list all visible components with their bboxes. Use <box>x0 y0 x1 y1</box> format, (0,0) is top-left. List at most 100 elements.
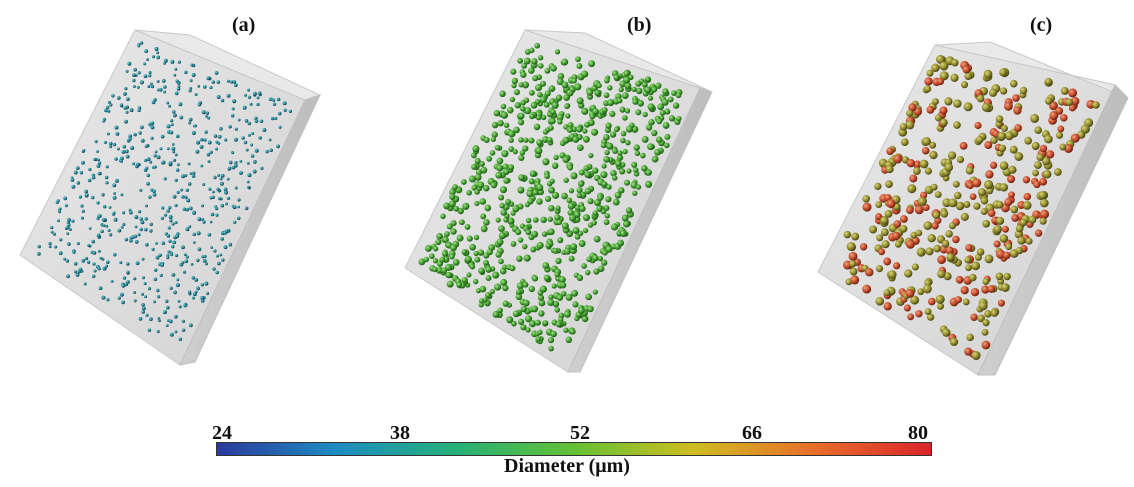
particle <box>1070 133 1080 143</box>
particle <box>262 128 267 133</box>
particle <box>1011 214 1019 222</box>
particle <box>192 171 196 175</box>
particle <box>926 69 934 77</box>
particle <box>163 177 167 181</box>
particle <box>1014 124 1022 132</box>
particle <box>567 209 574 216</box>
particle <box>1019 218 1028 227</box>
panel-a-label: (a) <box>232 14 256 36</box>
particle <box>641 135 649 143</box>
particle <box>603 155 611 163</box>
particle <box>949 337 959 347</box>
particle <box>99 256 103 260</box>
particle <box>1003 251 1011 260</box>
particle <box>502 264 508 270</box>
particle <box>233 205 237 209</box>
particle <box>270 116 275 121</box>
particle <box>181 261 185 265</box>
particle <box>993 224 1002 234</box>
particle <box>105 105 110 110</box>
particle <box>941 239 950 248</box>
particle <box>928 297 936 306</box>
particle <box>916 247 926 257</box>
particle <box>632 190 638 196</box>
particle <box>485 275 492 282</box>
particle <box>172 150 176 154</box>
particle <box>174 314 178 319</box>
particle <box>623 220 631 228</box>
particle <box>929 150 938 160</box>
particle <box>228 124 232 129</box>
particle <box>139 227 143 232</box>
particle <box>999 87 1008 95</box>
particle <box>534 84 543 92</box>
particle <box>624 108 631 114</box>
particle <box>475 169 483 176</box>
particle <box>188 206 193 211</box>
particle <box>671 90 677 96</box>
particle <box>258 136 262 140</box>
particle <box>152 192 157 197</box>
particle <box>1004 198 1013 207</box>
particle <box>477 181 485 189</box>
particle <box>905 239 915 249</box>
particle <box>197 247 202 252</box>
particle <box>1055 131 1064 139</box>
particle <box>1008 191 1015 199</box>
particle <box>122 144 127 149</box>
particle <box>934 114 942 122</box>
particle <box>172 194 177 199</box>
volume-box-c <box>817 41 1129 376</box>
particle <box>133 234 138 239</box>
particle <box>175 253 179 258</box>
colorbar-tick-38: 38 <box>390 422 410 444</box>
particle <box>109 144 113 149</box>
particle <box>547 228 555 236</box>
particle <box>191 296 196 300</box>
particle <box>592 254 599 262</box>
particle <box>168 161 173 166</box>
particle <box>557 119 563 125</box>
particle <box>626 168 632 174</box>
particle <box>436 232 443 240</box>
particle <box>254 119 259 124</box>
particle <box>570 172 578 180</box>
particle <box>218 197 222 201</box>
particle <box>592 167 599 174</box>
particle <box>869 225 878 234</box>
particle <box>981 285 990 294</box>
particle <box>445 271 453 279</box>
particle <box>202 182 206 187</box>
particle <box>265 149 269 154</box>
particle <box>892 262 901 270</box>
particle <box>148 195 152 199</box>
particle <box>880 216 889 225</box>
particle <box>210 212 215 217</box>
particle <box>257 91 262 96</box>
particle <box>156 330 160 334</box>
particle <box>981 340 991 350</box>
particle <box>213 175 217 180</box>
particle <box>418 258 426 266</box>
particle <box>570 243 578 251</box>
particle <box>503 122 510 128</box>
particle <box>68 228 72 231</box>
particle <box>593 268 600 275</box>
particle <box>1032 169 1040 177</box>
particle <box>57 219 60 223</box>
particle <box>503 168 510 175</box>
particle <box>903 304 911 312</box>
particle <box>112 195 117 200</box>
particle <box>923 221 933 230</box>
particle <box>566 89 574 97</box>
particle <box>169 286 173 290</box>
particle <box>288 109 293 114</box>
particle <box>171 222 175 226</box>
particle <box>922 137 931 146</box>
particle <box>207 140 212 145</box>
particle <box>909 174 918 183</box>
particle <box>525 327 531 333</box>
particle <box>1030 113 1040 123</box>
particle <box>965 166 974 175</box>
particle <box>226 196 231 201</box>
